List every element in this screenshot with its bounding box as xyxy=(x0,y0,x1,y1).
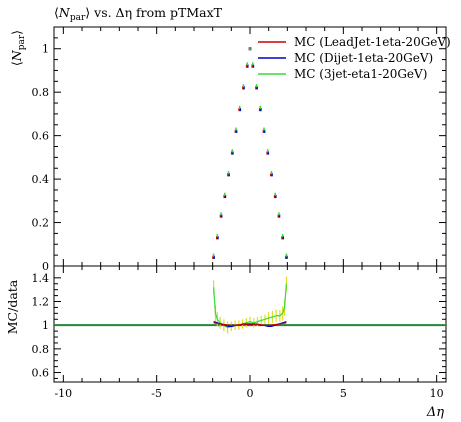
xtick-label: -5 xyxy=(151,387,162,400)
ratio-ylabel: MC/data xyxy=(5,279,20,334)
legend-label: MC (Dijet-1eta-20GeV) xyxy=(294,51,433,65)
ratio-panel-ticks: 0.6 0.8 1 1.2 1.4 -10 -5 0 5 10 xyxy=(32,266,446,400)
ratio-line xyxy=(213,322,287,326)
top-ytick-label: 0.4 xyxy=(32,173,50,186)
top-ytick-label: 0.6 xyxy=(32,130,50,143)
ratio-ytick-label: 0.8 xyxy=(32,343,50,356)
title-main: N xyxy=(58,5,71,20)
ratio-series-1 xyxy=(213,321,287,327)
title-rest: vs. Δη from pTMaxT xyxy=(90,5,222,20)
xtick-label: 10 xyxy=(430,387,444,400)
top-panel-ticks: 0 0.2 0.4 0.6 0.8 1 xyxy=(32,27,446,273)
ylabel-sub: par xyxy=(17,34,27,50)
xtick-label: 0 xyxy=(247,387,254,400)
xtick-label: 5 xyxy=(340,387,347,400)
xtick-label: -10 xyxy=(54,387,72,400)
top-ytick-label: 0.2 xyxy=(32,217,50,230)
top-panel-series xyxy=(212,47,288,259)
title-sub: par xyxy=(70,13,86,23)
top-ytick-label: 0 xyxy=(42,260,49,273)
x-axis-label: Δη xyxy=(426,405,444,420)
ratio-series-0 xyxy=(213,322,287,326)
top-ytick-label: 0.8 xyxy=(32,86,50,99)
ratio-line xyxy=(213,321,287,327)
legend: MC (LeadJet-1eta-20GeV) MC (Dijet-1eta-20… xyxy=(258,35,451,81)
top-ytick-label: 1 xyxy=(42,43,49,56)
ratio-ytick-label: 0.6 xyxy=(32,367,50,380)
ratio-ytick-label: 1 xyxy=(42,319,49,332)
chart-title: ⟨Npar⟩ vs. Δη from pTMaxT xyxy=(54,5,223,23)
ratio-ytick-label: 1.2 xyxy=(32,296,50,309)
ylabel-main: N xyxy=(9,49,24,62)
top-series-1 xyxy=(213,47,288,259)
legend-label: MC (3jet-eta1-20GeV) xyxy=(294,67,427,81)
top-series-2 xyxy=(212,47,288,257)
ratio-panel-series xyxy=(54,276,446,334)
top-ylabel: ⟨Npar⟩ xyxy=(9,30,27,66)
ratio-ytick-label: 1.4 xyxy=(32,272,50,285)
legend-label: MC (LeadJet-1eta-20GeV) xyxy=(294,35,451,49)
top-series-0 xyxy=(212,47,287,259)
